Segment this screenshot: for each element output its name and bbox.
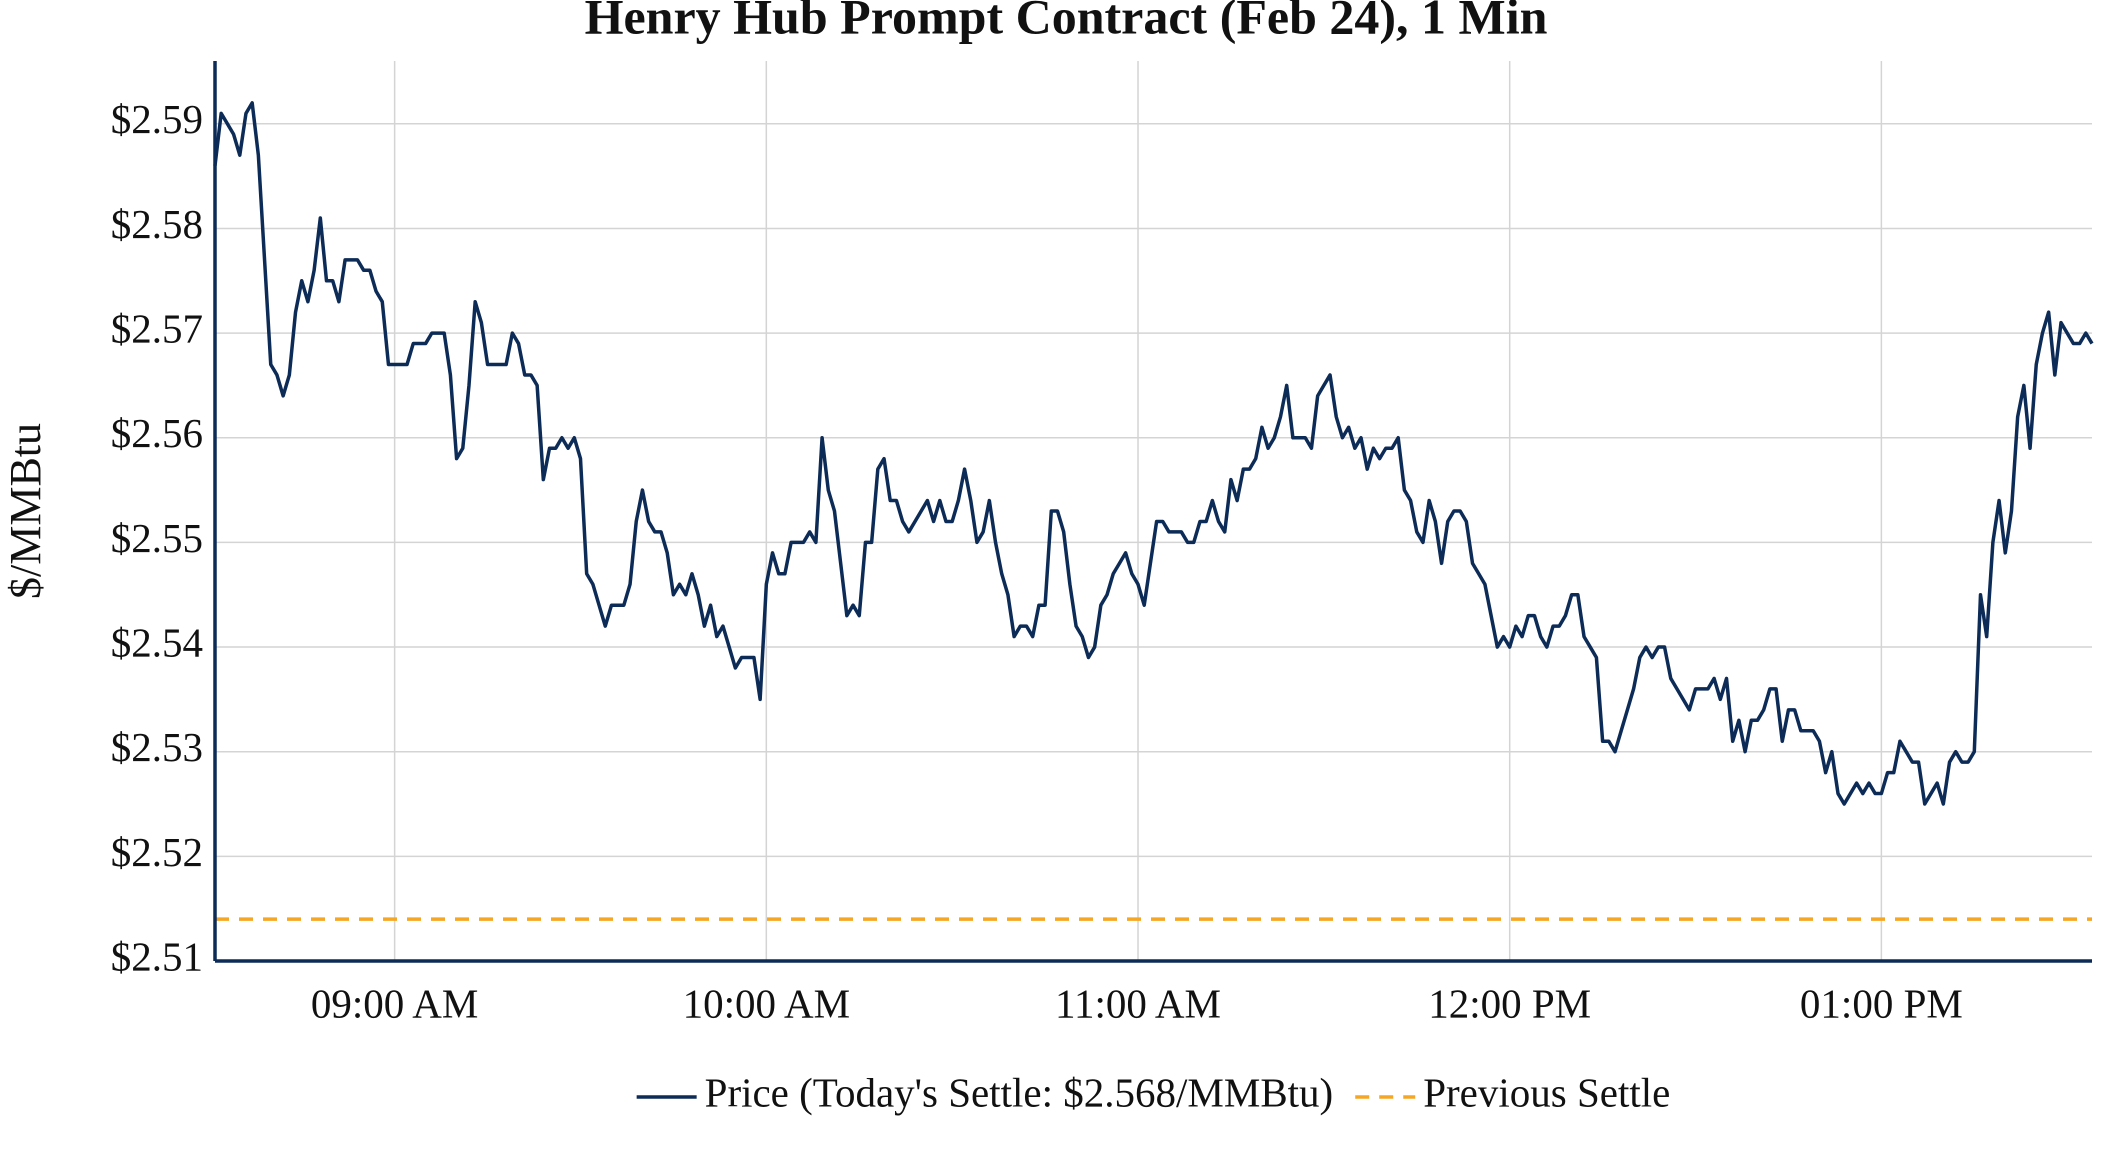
y-axis-label: $/MMBtu bbox=[1, 423, 50, 599]
x-tick-label: 11:00 AM bbox=[1055, 980, 1221, 1026]
x-tick-label: 01:00 PM bbox=[1800, 980, 1963, 1026]
x-tick-label: 09:00 AM bbox=[311, 980, 478, 1026]
y-tick-label: $2.56 bbox=[111, 410, 203, 456]
y-tick-label: $2.58 bbox=[111, 201, 203, 247]
price-line bbox=[213, 101, 2094, 806]
y-tick-label: $2.52 bbox=[111, 829, 203, 875]
legend-label: Price (Today's Settle: $2.568/MMBtu) bbox=[705, 1069, 1334, 1115]
x-tick-label: 12:00 PM bbox=[1428, 980, 1591, 1026]
legend-label: Previous Settle bbox=[1423, 1069, 1670, 1115]
y-tick-label: $2.59 bbox=[111, 96, 203, 142]
y-tick-label: $2.57 bbox=[111, 305, 203, 351]
chart-title: Henry Hub Prompt Contract (Feb 24), 1 Mi… bbox=[585, 0, 1548, 44]
y-tick-label: $2.53 bbox=[111, 724, 203, 770]
y-tick-label: $2.51 bbox=[111, 933, 203, 979]
y-tick-label: $2.54 bbox=[111, 619, 203, 665]
y-tick-label: $2.55 bbox=[111, 515, 203, 561]
x-tick-label: 10:00 AM bbox=[683, 980, 850, 1026]
